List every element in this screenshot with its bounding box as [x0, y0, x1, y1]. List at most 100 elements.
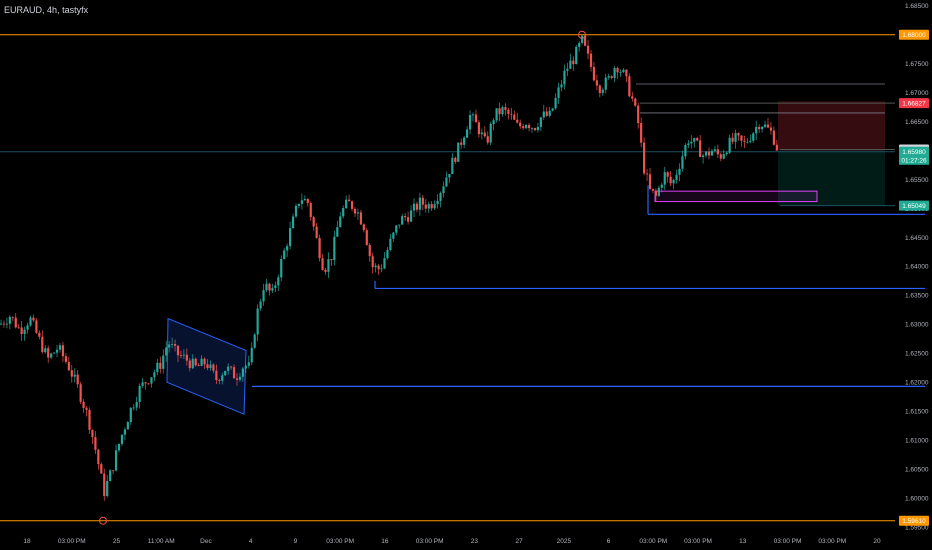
candle-body — [519, 122, 522, 127]
pivot-marker — [99, 516, 107, 525]
candle-body — [253, 334, 256, 348]
candle-body — [448, 174, 451, 178]
data-source: tastyfx — [62, 5, 89, 15]
drawing-lines — [0, 30, 925, 525]
candle-body — [427, 204, 430, 209]
candle-body — [135, 401, 138, 408]
candle-body — [572, 60, 575, 65]
countdown-label: 01:27:26 — [901, 157, 927, 164]
time-tick: Dec — [200, 538, 212, 545]
candle-body — [88, 409, 91, 430]
price-tag-label: 1.65049 — [902, 203, 926, 210]
price-tag-label: 1.65980 — [902, 149, 926, 156]
candle-body — [232, 367, 236, 379]
price-tag — [899, 200, 929, 211]
candle-body — [666, 172, 669, 177]
candle-body — [35, 320, 38, 333]
time-tick: 03:00 PM — [326, 538, 354, 545]
candle-body — [527, 124, 531, 129]
candle-body — [492, 120, 495, 125]
candle-body — [153, 372, 156, 378]
candle-body — [73, 374, 76, 377]
candle-body — [250, 347, 253, 363]
candle-body — [70, 370, 73, 377]
candle-body — [648, 174, 652, 189]
candle-body — [247, 362, 250, 366]
candle-body — [678, 168, 681, 175]
candle-body — [309, 203, 312, 218]
candle-body — [545, 111, 548, 116]
time-axis: 18 03:00 PM 25 11:00 AM Dec 4 9 03:00 PM 16 03:00… — [23, 538, 881, 545]
candle-body — [690, 141, 693, 144]
candle-body — [235, 378, 239, 380]
candle-body — [660, 184, 663, 188]
candle-body — [604, 77, 607, 90]
candle-body — [286, 246, 289, 251]
candle-body — [651, 188, 655, 191]
candle-body — [696, 138, 699, 141]
time-tick: 16 — [381, 538, 389, 545]
candle-body — [439, 193, 442, 201]
candle-body — [389, 238, 392, 250]
candle-body — [227, 366, 230, 371]
candle-body — [533, 128, 537, 131]
time-tick: 03:00 PM — [416, 538, 444, 545]
candle-body — [454, 157, 457, 162]
candle-body — [619, 72, 622, 73]
candle-body — [713, 149, 716, 151]
candle-body — [333, 236, 336, 261]
candle-body — [586, 45, 590, 54]
take-profit-zone — [778, 150, 885, 206]
candle-body — [557, 87, 560, 98]
candle-body — [640, 123, 643, 143]
candle-body — [350, 201, 354, 209]
candle-body — [622, 69, 625, 73]
candle-body — [430, 204, 433, 209]
candle-body — [150, 377, 153, 384]
candle-body — [20, 327, 23, 334]
candle-body — [637, 105, 640, 124]
candle-body — [126, 422, 129, 430]
candle-body — [445, 177, 448, 187]
candle-body — [566, 68, 569, 71]
candle-body — [401, 215, 404, 225]
time-tick: 03:00 PM — [684, 538, 712, 545]
candle-body — [327, 259, 330, 272]
candle-body — [601, 89, 604, 93]
candle-body — [359, 212, 362, 225]
candle-body — [589, 53, 593, 67]
candle-body — [368, 245, 371, 257]
candle-body — [274, 285, 277, 289]
price-tick: 1.64500 — [905, 235, 929, 242]
price-tick: 1.68500 — [905, 3, 929, 10]
candle-body — [147, 383, 150, 385]
timeframe: 4h — [47, 5, 58, 15]
candle-body — [29, 317, 32, 326]
candle-body — [702, 155, 705, 157]
candle-body — [224, 370, 227, 376]
candle-body — [91, 429, 94, 438]
candle-body — [209, 364, 212, 369]
candle-body — [737, 133, 740, 136]
candle-body — [206, 364, 209, 369]
price-tick: 1.67500 — [905, 61, 929, 68]
candle-body — [504, 107, 507, 110]
candle-body — [176, 345, 180, 356]
candle-body — [47, 348, 50, 358]
candle-body — [516, 119, 519, 123]
candle-body — [294, 205, 298, 217]
candle-body — [743, 140, 746, 142]
candle-body — [64, 356, 67, 362]
candle-body — [398, 224, 401, 226]
candle-body — [734, 133, 737, 142]
candle-body — [0, 323, 3, 325]
candle-body — [82, 401, 85, 408]
price-tag-label: 1.59610 — [902, 518, 926, 525]
candle-body — [418, 197, 421, 210]
time-tick: 03:00 PM — [818, 538, 846, 545]
candle-body — [53, 352, 56, 354]
candle-body — [79, 384, 82, 402]
time-tick: 20 — [873, 538, 881, 545]
candle-body — [14, 317, 17, 328]
